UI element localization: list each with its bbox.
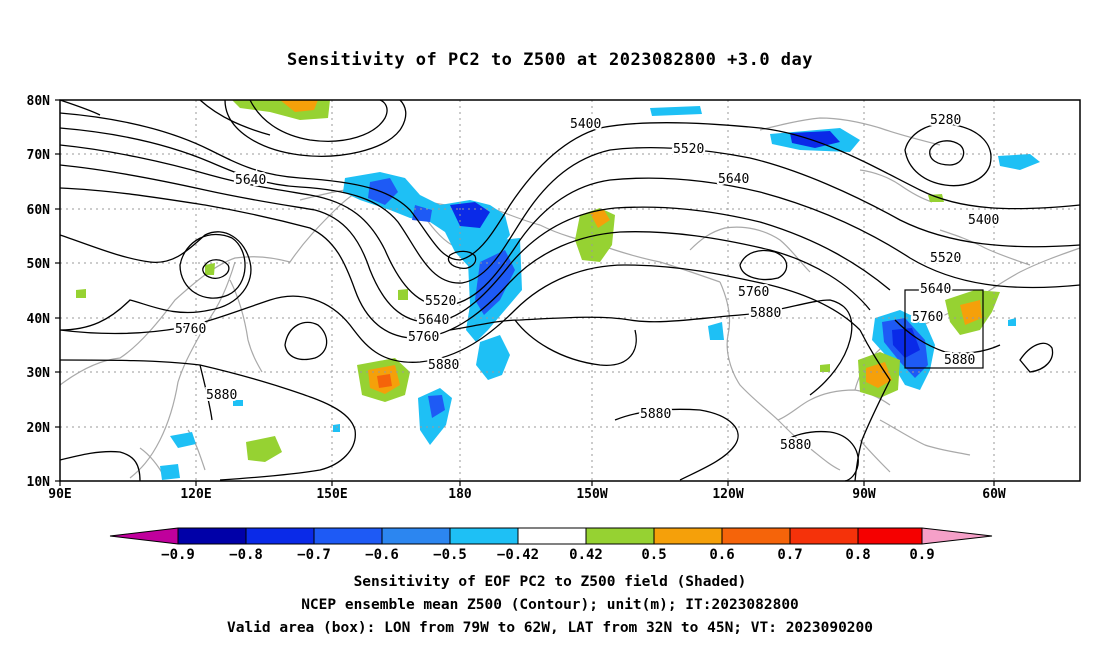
contour-label: 5760 (738, 285, 769, 300)
colorbar-label: −0.6 (365, 547, 399, 563)
colorbar-segment (790, 528, 858, 544)
colorbar-segment (314, 528, 382, 544)
colorbar-segment (382, 528, 450, 544)
colorbar-label: 0.8 (845, 547, 870, 563)
colorbar-segment (178, 528, 246, 544)
contour-label: 5880 (428, 358, 459, 373)
contour-label: 5520 (425, 294, 456, 309)
contour-label: 5640 (418, 313, 449, 328)
lon-tick-label: 150E (316, 487, 347, 502)
contour-label: 5280 (930, 113, 961, 128)
lat-tick-label: 70N (27, 148, 51, 163)
lon-tick-label: 120E (180, 487, 211, 502)
colorbar-label: 0.42 (569, 547, 603, 563)
lon-tick-label: 90W (852, 487, 876, 502)
contour-labels: 5400 5280 5520 5640 5400 5520 5640 5760 … (173, 111, 1001, 455)
chart-title: Sensitivity of PC2 to Z500 at 2023082800… (286, 50, 813, 70)
lat-tick-label: 10N (27, 475, 51, 490)
colorbar-segment (246, 528, 314, 544)
contour-label: 5760 (912, 310, 943, 325)
contour-label: 5880 (750, 306, 781, 321)
colorbar-label: 0.7 (777, 547, 802, 563)
map-frame (59, 99, 1081, 482)
colorbar-segment (518, 528, 586, 544)
contour-label: 5640 (235, 173, 266, 188)
lon-axis-labels: 90E 120E 150E 180 150W 120W 90W 60W (48, 487, 1006, 502)
lon-tick-label: 60W (982, 487, 1006, 502)
contour-label: 5880 (640, 407, 671, 422)
lat-tick-label: 40N (27, 312, 51, 327)
colorbar-label: −0.5 (433, 547, 467, 563)
contour-label: 5760 (175, 322, 206, 337)
colorbar-label: −0.8 (229, 547, 263, 563)
caption-line-3: Valid area (box): LON from 79W to 62W, L… (226, 620, 873, 636)
colorbar-segment (450, 528, 518, 544)
colorbar-label: −0.9 (161, 547, 195, 563)
colorbar-label: −0.42 (497, 547, 539, 563)
lat-tick-label: 60N (27, 203, 51, 218)
contour-label: 5520 (930, 251, 961, 266)
caption-line-1: Sensitivity of EOF PC2 to Z500 field (Sh… (353, 574, 747, 590)
lon-tick-label: 90E (48, 487, 71, 502)
contour-label: 5400 (570, 117, 601, 132)
contour-label: 5400 (968, 213, 999, 228)
lon-tick-label: 180 (448, 487, 472, 502)
lat-tick-label: 80N (27, 94, 51, 109)
colorbar: −0.9 −0.8 −0.7 −0.6 −0.5 −0.42 0.42 0.5 … (109, 527, 993, 563)
sensitivity-shading (76, 100, 1040, 480)
colorbar-label: 0.5 (641, 547, 666, 563)
colorbar-label: 0.6 (709, 547, 734, 563)
colorbar-segment (922, 528, 992, 544)
colorbar-label: 0.9 (909, 547, 934, 563)
lon-tick-label: 120W (712, 487, 743, 502)
lat-tick-label: 30N (27, 366, 51, 381)
colorbar-label: −0.7 (297, 547, 331, 563)
caption-line-2: NCEP ensemble mean Z500 (Contour); unit(… (301, 597, 799, 613)
contour-label: 5640 (920, 282, 951, 297)
colorbar-segment (654, 528, 722, 544)
colorbar-segment (110, 528, 178, 544)
contour-label: 5640 (718, 172, 749, 187)
valid-area-box (904, 289, 984, 369)
lon-tick-label: 150W (576, 487, 607, 502)
contour-label: 5880 (944, 353, 975, 368)
contour-label: 5520 (673, 142, 704, 157)
lat-tick-label: 50N (27, 257, 51, 272)
contour-label: 5760 (408, 330, 439, 345)
contour-label: 5880 (780, 438, 811, 453)
lat-tick-label: 20N (27, 421, 51, 436)
z500-contours (59, 99, 1081, 482)
colorbar-segment (722, 528, 790, 544)
lat-axis-labels: 80N 70N 60N 50N 40N 30N 20N 10N (27, 94, 51, 490)
colorbar-segment (586, 528, 654, 544)
contour-label: 5880 (206, 388, 237, 403)
tick-marks (55, 99, 995, 486)
colorbar-segment (858, 528, 922, 544)
